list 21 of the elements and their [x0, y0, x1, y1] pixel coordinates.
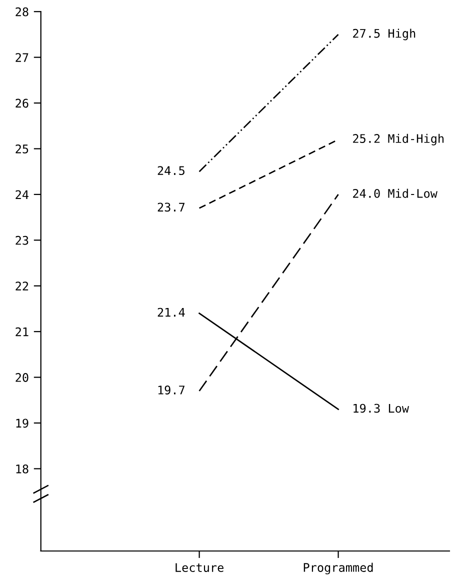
y-tick-label: 25: [16, 144, 28, 154]
y-tick-label: 19: [16, 418, 28, 428]
y-tick-label: 21: [16, 327, 28, 336]
y-tick-label: 18: [16, 464, 28, 474]
data-label: 21.4: [158, 308, 185, 317]
text: 25.2 Mid-High: [353, 134, 444, 146]
y-tick-label: 26: [16, 98, 28, 108]
y-tick-label: 23: [16, 236, 28, 245]
y-tick-label: 20: [16, 373, 28, 382]
text: 24.0 Mid-Low: [353, 188, 438, 198]
x-tick-label: Programmed: [304, 562, 373, 574]
y-tick-label: 24: [16, 190, 28, 199]
text: 27.5 High: [353, 28, 416, 40]
data-label: 19.7: [158, 386, 185, 394]
y-tick-label: 28: [16, 7, 28, 16]
y-tick-label: 22: [16, 282, 28, 290]
data-label: 23.7: [158, 202, 185, 212]
data-label: 24.5: [158, 166, 184, 176]
text: 19.3 Low: [354, 404, 410, 413]
y-tick-label: 27: [16, 53, 28, 62]
x-tick-label: Lecture: [176, 563, 224, 572]
